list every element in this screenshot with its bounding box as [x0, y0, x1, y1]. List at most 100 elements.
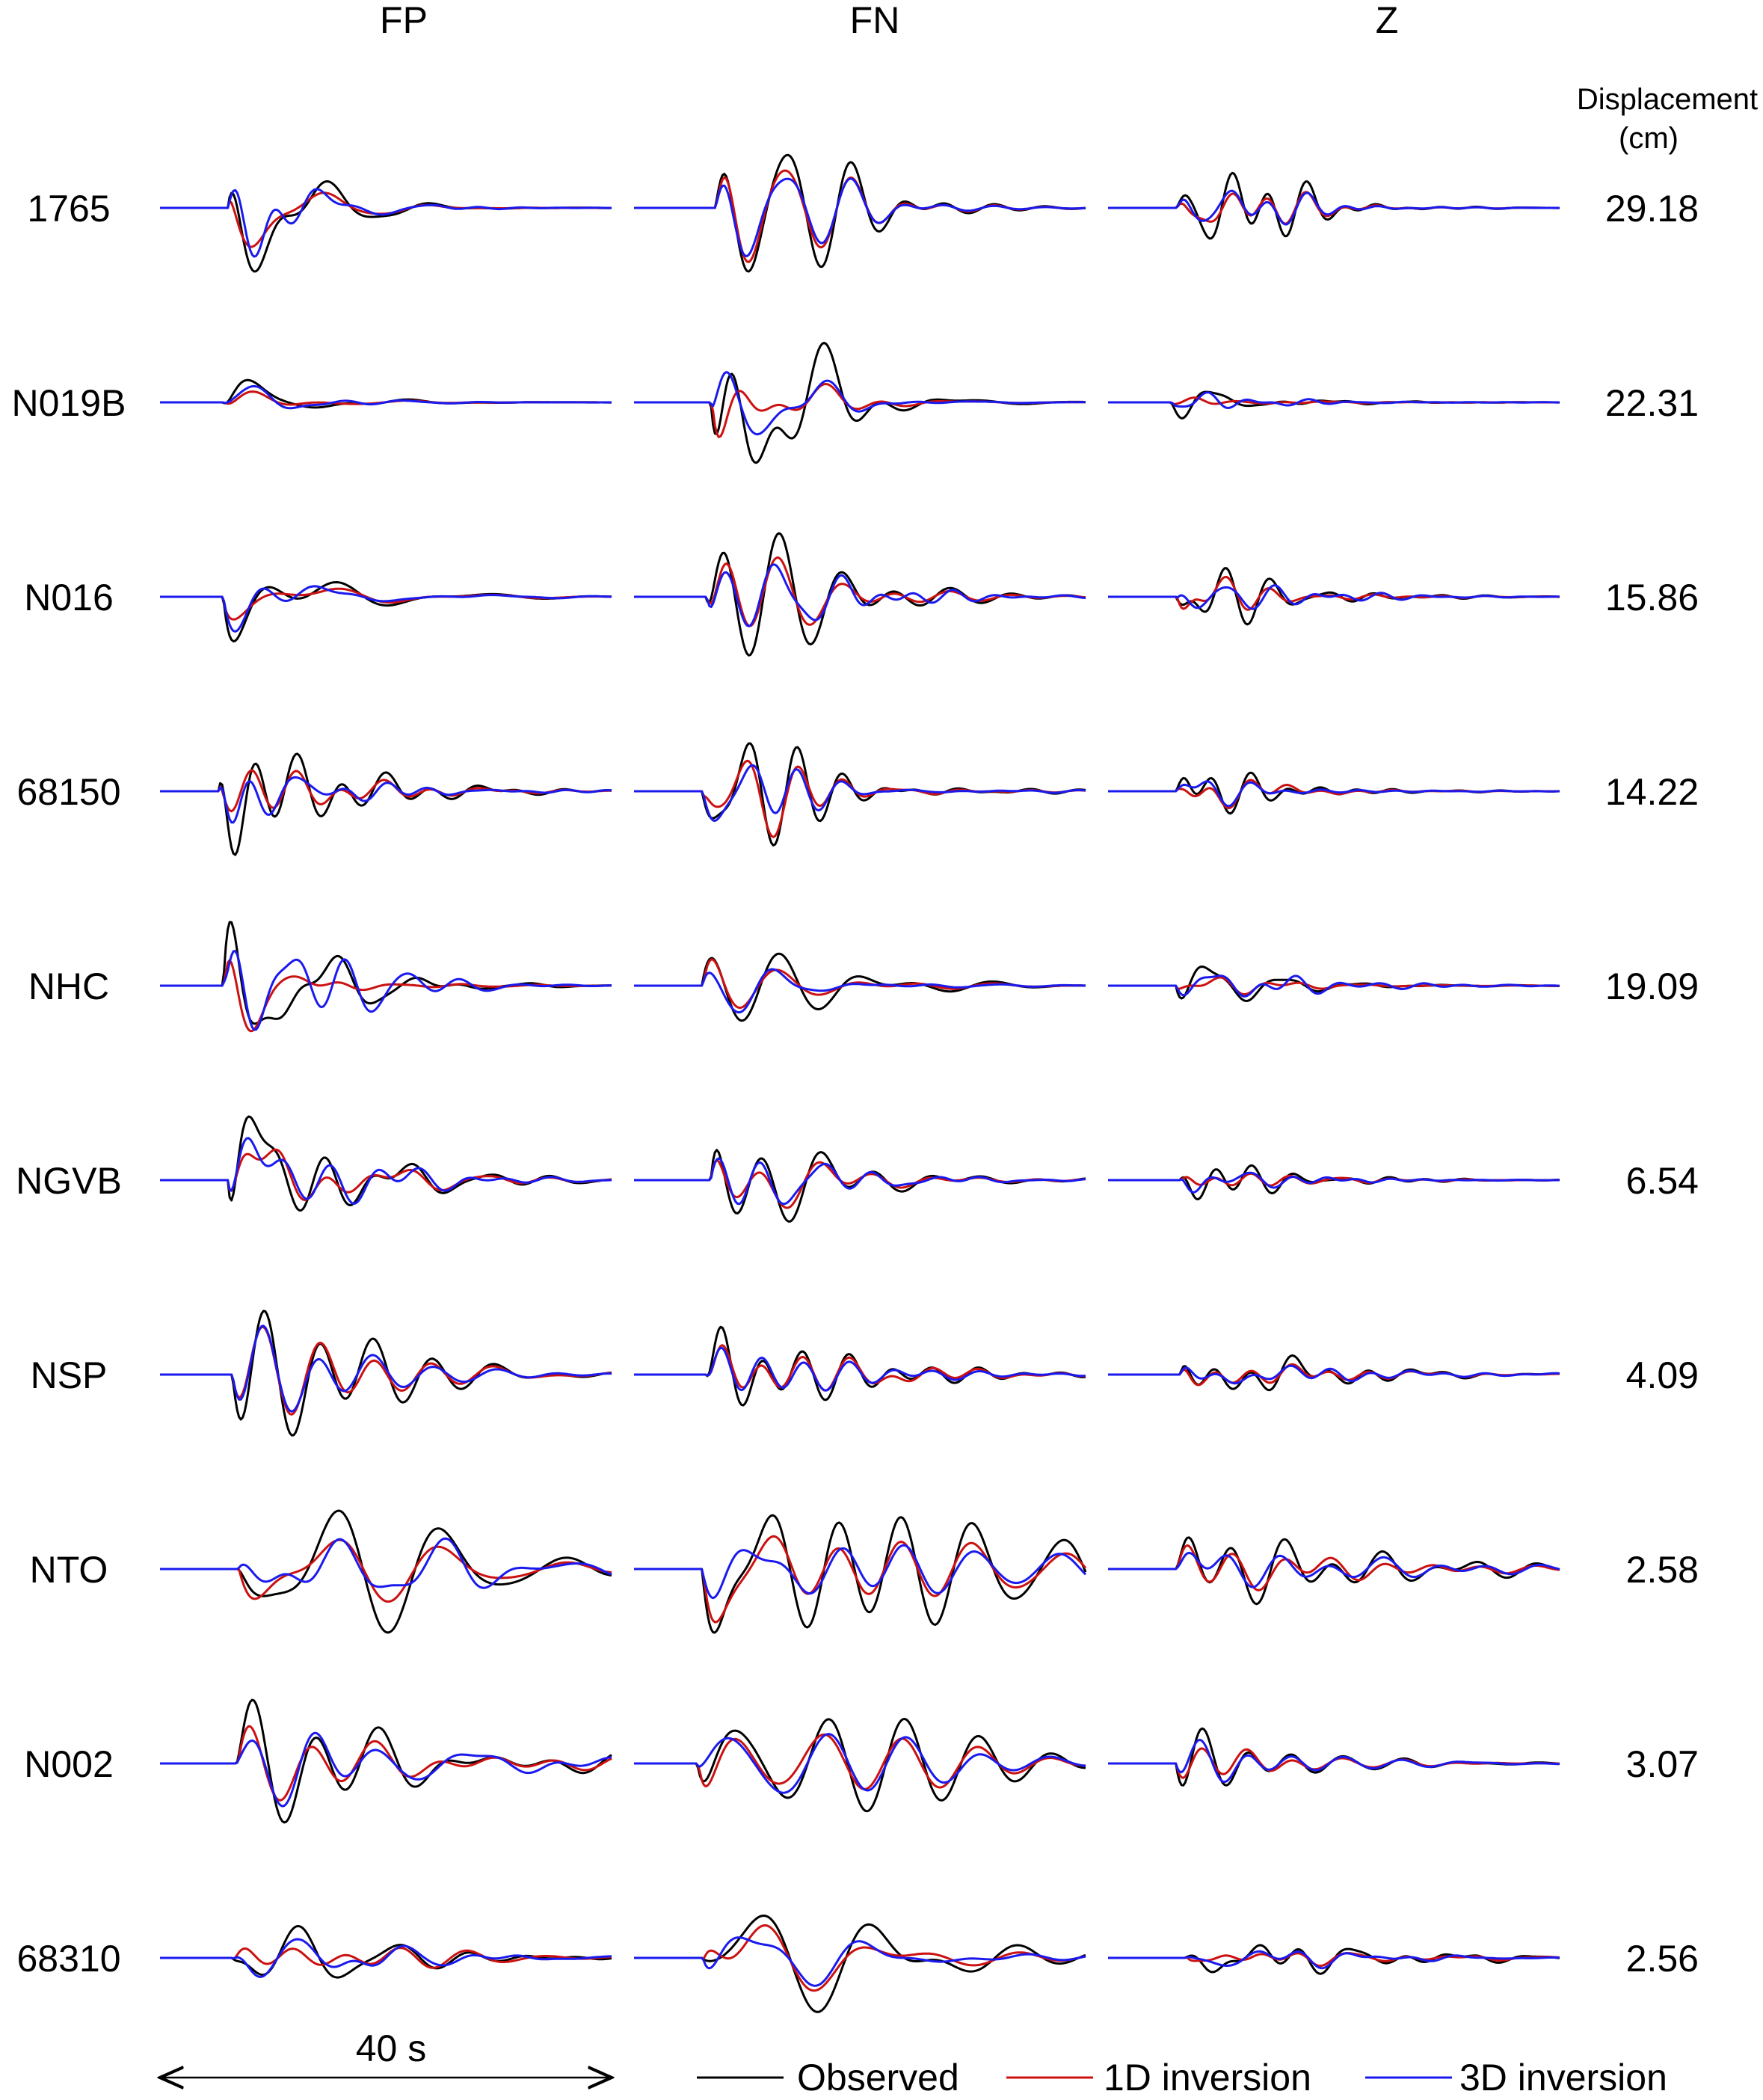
displacement-value: 3.07 [1626, 1743, 1699, 1785]
station-name: N002 [24, 1743, 114, 1785]
waveform-fp-inv1d [160, 769, 612, 813]
displacement-value: 2.56 [1626, 1938, 1699, 1980]
station-row: NGVB 6.54 [16, 1115, 1699, 1223]
station-row: 1765 29.18 [27, 153, 1699, 273]
legend-label-1d-inversion: 1D inversion [1104, 2057, 1311, 2099]
displacement-value: 6.54 [1626, 1160, 1699, 1202]
waveform-z-observed [1108, 1536, 1560, 1606]
displacement-value: 19.09 [1605, 965, 1699, 1007]
waveform-fn-inv3d [634, 1346, 1086, 1392]
waveform-fn-inv3d [634, 764, 1086, 822]
value-header-line1: Displacement [1577, 83, 1758, 116]
station-name: NHC [28, 965, 109, 1007]
waveform-fn-observed [634, 1514, 1087, 1634]
displacement-value: 2.58 [1626, 1549, 1699, 1591]
waveform-z-inv3d [1108, 1171, 1560, 1194]
value-header: Displacement (cm) [1577, 83, 1758, 155]
station-name: 68310 [16, 1938, 120, 1980]
waveform-fn-observed [634, 1325, 1086, 1407]
waveform-fn-observed [634, 153, 1086, 273]
waveform-fp-observed [160, 180, 612, 273]
station-row: 68310 2.56 [16, 1915, 1699, 2013]
waveform-fn-inv1d [634, 1535, 1087, 1624]
waveform-fn-inv3d [634, 1544, 1087, 1600]
station-name: NGVB [16, 1160, 122, 1202]
column-headers: FP FN Z [380, 0, 1398, 41]
waveform-fp-inv1d [160, 191, 612, 248]
waveform-fp-inv3d [160, 776, 612, 824]
time-scale-label: 40 s [356, 2027, 427, 2069]
waveform-fn-inv1d [634, 1158, 1086, 1209]
waveform-z-inv3d [1108, 974, 1560, 998]
waveform-z-observed [1108, 1164, 1560, 1200]
waveform-z-inv3d [1108, 391, 1560, 409]
waveform-z-observed [1108, 1727, 1560, 1787]
station-rows: 1765 29.18 N019B 22.31 N016 15.86 68150 14.22 NH… [12, 153, 1699, 2013]
waveform-z-inv3d [1108, 1551, 1560, 1588]
waveform-fn-inv3d [634, 968, 1086, 1014]
waveform-fp-inv1d [160, 1538, 612, 1603]
station-row: NHC 19.09 [28, 921, 1699, 1033]
station-row: NSP 4.09 [31, 1310, 1699, 1437]
waveform-fp-observed [160, 581, 612, 642]
waveform-z-observed [1108, 171, 1560, 240]
waveform-fp-observed [160, 752, 612, 856]
waveform-fn-inv3d [634, 371, 1086, 436]
waveform-fp-inv3d [160, 188, 612, 258]
waveform-z-inv1d [1108, 779, 1560, 810]
waveform-fn-observed [634, 952, 1086, 1022]
station-row: N019B 22.31 [12, 342, 1699, 464]
value-header-line2: (cm) [1619, 122, 1679, 155]
waveform-fn-observed [634, 1718, 1086, 1813]
column-header-fp: FP [380, 0, 428, 41]
waveform-fn-observed [634, 1915, 1086, 2013]
column-header-z: Z [1376, 0, 1399, 41]
waveform-fp-observed [160, 1115, 612, 1212]
time-scale-bar: 40 s [160, 2027, 612, 2078]
waveform-fn-inv3d [634, 563, 1086, 627]
station-row: NTO 2.58 [30, 1509, 1699, 1634]
station-row: N016 15.86 [24, 532, 1699, 657]
waveform-z-inv3d [1108, 1950, 1560, 1970]
waveform-fp-inv3d [160, 950, 612, 1031]
waveform-z-inv3d [1108, 1739, 1560, 1784]
station-name: NTO [30, 1549, 108, 1591]
waveform-fp-inv3d [160, 384, 612, 410]
waveform-z-inv3d [1108, 189, 1560, 226]
waveform-fp-inv1d [160, 1148, 612, 1202]
legend-label-3d-inversion: 3D inversion [1459, 2057, 1667, 2099]
waveform-fn-inv1d [634, 1733, 1086, 1790]
station-name: 68150 [16, 771, 120, 813]
waveform-fp-inv1d [160, 1325, 612, 1416]
displacement-value: 15.86 [1605, 577, 1699, 618]
waveform-fn-inv3d [634, 177, 1086, 257]
waveform-fn-observed [634, 1149, 1086, 1223]
waveform-fp-inv3d [160, 585, 612, 633]
station-name: N016 [24, 577, 114, 618]
displacement-value: 29.18 [1605, 188, 1699, 230]
waveform-fn-inv1d [634, 556, 1086, 627]
waveform-fp-inv3d [160, 1731, 612, 1808]
waveform-fp-observed [160, 1509, 612, 1634]
waveform-z-inv3d [1108, 584, 1560, 610]
waveform-fp-inv3d [160, 1938, 612, 1978]
waveform-fp-inv3d [160, 1324, 612, 1413]
waveform-fp-inv3d [160, 1137, 612, 1205]
waveform-fn-inv1d [634, 1344, 1086, 1392]
column-header-fn: FN [850, 0, 900, 41]
waveform-fn-inv3d [634, 1157, 1086, 1206]
station-name: NSP [31, 1354, 108, 1396]
waveform-z-inv3d [1108, 780, 1560, 808]
station-name: N019B [12, 382, 126, 424]
station-row: 68150 14.22 [16, 742, 1699, 856]
waveform-fn-inv1d [634, 1924, 1086, 1992]
waveform-fp-inv3d [160, 1537, 612, 1589]
displacement-value: 22.31 [1605, 382, 1699, 424]
displacement-value: 14.22 [1605, 771, 1699, 813]
waveform-fn-inv3d [634, 1733, 1086, 1794]
legend-label-observed: Observed [797, 2057, 959, 2099]
waveform-fn-inv3d [634, 1936, 1086, 1987]
legend: Observed 1D inversion 3D inversion [697, 2057, 1667, 2099]
waveform-z-inv3d [1108, 1364, 1560, 1385]
